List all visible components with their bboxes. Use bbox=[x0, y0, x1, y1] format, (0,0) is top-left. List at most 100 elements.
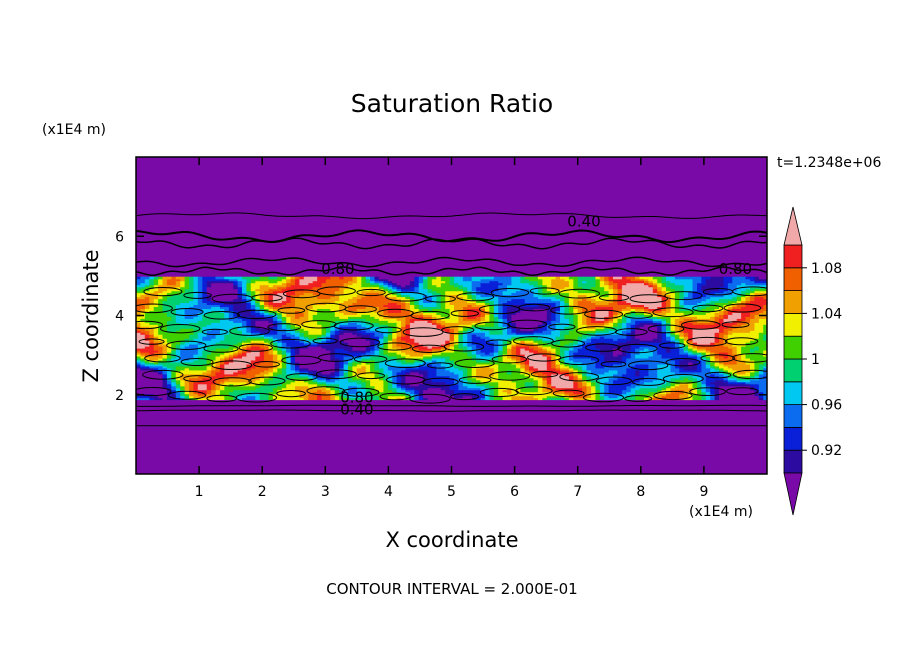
field-cell bbox=[582, 359, 588, 363]
field-cell bbox=[431, 391, 437, 395]
field-cell bbox=[652, 365, 658, 369]
field-cell bbox=[295, 385, 300, 389]
field-cell bbox=[701, 346, 707, 349]
field-cell bbox=[630, 365, 636, 369]
field-cell bbox=[652, 387, 658, 391]
field-cell bbox=[520, 393, 526, 397]
field-cell bbox=[308, 353, 314, 357]
field-cell bbox=[365, 385, 371, 389]
field-cell bbox=[573, 352, 579, 355]
field-cell bbox=[343, 342, 349, 345]
field-cell bbox=[202, 334, 208, 337]
field-cell bbox=[418, 348, 424, 351]
field-cell bbox=[666, 377, 671, 381]
field-cell bbox=[224, 346, 230, 349]
field-cell bbox=[732, 359, 738, 363]
field-cell bbox=[701, 365, 707, 369]
field-cell bbox=[555, 395, 561, 399]
field-cell bbox=[202, 359, 208, 363]
field-cell bbox=[537, 397, 543, 401]
field-cell bbox=[679, 379, 685, 383]
field-cell bbox=[467, 361, 473, 365]
field-cell bbox=[197, 365, 203, 369]
field-cell bbox=[484, 395, 490, 399]
field-cell bbox=[339, 361, 345, 365]
field-cell bbox=[683, 342, 689, 345]
field-cell bbox=[476, 393, 482, 397]
field-cell bbox=[334, 379, 340, 383]
field-cell bbox=[374, 391, 380, 395]
field-cell bbox=[484, 330, 490, 333]
field-cell bbox=[277, 336, 283, 339]
field-cell bbox=[312, 334, 318, 337]
field-cell bbox=[727, 383, 733, 387]
field-cell bbox=[493, 385, 499, 389]
field-cell bbox=[679, 365, 685, 369]
field-cell bbox=[582, 385, 588, 389]
field-cell bbox=[599, 332, 605, 335]
field-cell bbox=[427, 367, 433, 371]
field-cell bbox=[639, 365, 645, 369]
field-cell bbox=[573, 387, 579, 391]
field-cell bbox=[255, 359, 261, 363]
field-cell bbox=[149, 373, 155, 377]
field-cell bbox=[546, 389, 552, 393]
field-cell bbox=[268, 344, 274, 347]
field-cell bbox=[431, 389, 437, 393]
field-cell bbox=[692, 367, 698, 371]
field-cell bbox=[648, 357, 654, 361]
field-cell bbox=[339, 365, 345, 369]
field-cell bbox=[750, 334, 755, 337]
field-cell bbox=[295, 387, 300, 391]
field-cell bbox=[537, 367, 543, 371]
field-cell bbox=[476, 344, 482, 347]
field-cell bbox=[166, 375, 172, 379]
field-cell bbox=[454, 357, 459, 361]
field-cell bbox=[224, 357, 230, 361]
field-cell bbox=[361, 363, 367, 367]
field-cell bbox=[242, 350, 247, 353]
field-cell bbox=[144, 377, 150, 381]
field-cell bbox=[480, 371, 486, 375]
field-cell bbox=[555, 338, 561, 341]
field-cell bbox=[582, 373, 588, 377]
field-cell bbox=[215, 346, 221, 349]
field-cell bbox=[524, 383, 530, 387]
field-cell bbox=[630, 377, 636, 381]
field-cell bbox=[560, 355, 565, 359]
field-cell bbox=[436, 352, 442, 355]
field-cell bbox=[604, 361, 610, 365]
field-cell bbox=[679, 385, 685, 389]
field-cell bbox=[586, 361, 592, 365]
field-cell bbox=[493, 365, 499, 369]
field-cell bbox=[401, 350, 406, 353]
field-cell bbox=[736, 373, 742, 377]
field-cell bbox=[264, 353, 270, 357]
field-cell bbox=[277, 389, 283, 393]
field-cell bbox=[498, 353, 504, 357]
field-cell bbox=[153, 387, 159, 391]
field-cell bbox=[343, 330, 349, 333]
field-cell bbox=[723, 369, 729, 373]
field-cell bbox=[723, 395, 729, 399]
field-cell bbox=[621, 391, 627, 395]
field-cell bbox=[436, 371, 442, 375]
field-cell bbox=[136, 330, 141, 333]
field-cell bbox=[352, 355, 358, 359]
field-cell bbox=[674, 377, 680, 381]
field-cell bbox=[555, 397, 561, 401]
field-cell bbox=[158, 361, 164, 365]
field-cell bbox=[427, 332, 433, 335]
field-cell bbox=[242, 379, 247, 383]
field-cell bbox=[573, 367, 579, 371]
field-cell bbox=[184, 371, 190, 375]
field-cell bbox=[242, 336, 247, 339]
field-cell bbox=[560, 338, 565, 341]
field-cell bbox=[692, 377, 698, 381]
field-cell bbox=[613, 357, 618, 361]
field-cell bbox=[290, 363, 296, 367]
field-cell bbox=[652, 393, 658, 397]
field-cell bbox=[171, 344, 177, 347]
field-cell bbox=[330, 334, 336, 337]
field-cell bbox=[193, 389, 199, 393]
